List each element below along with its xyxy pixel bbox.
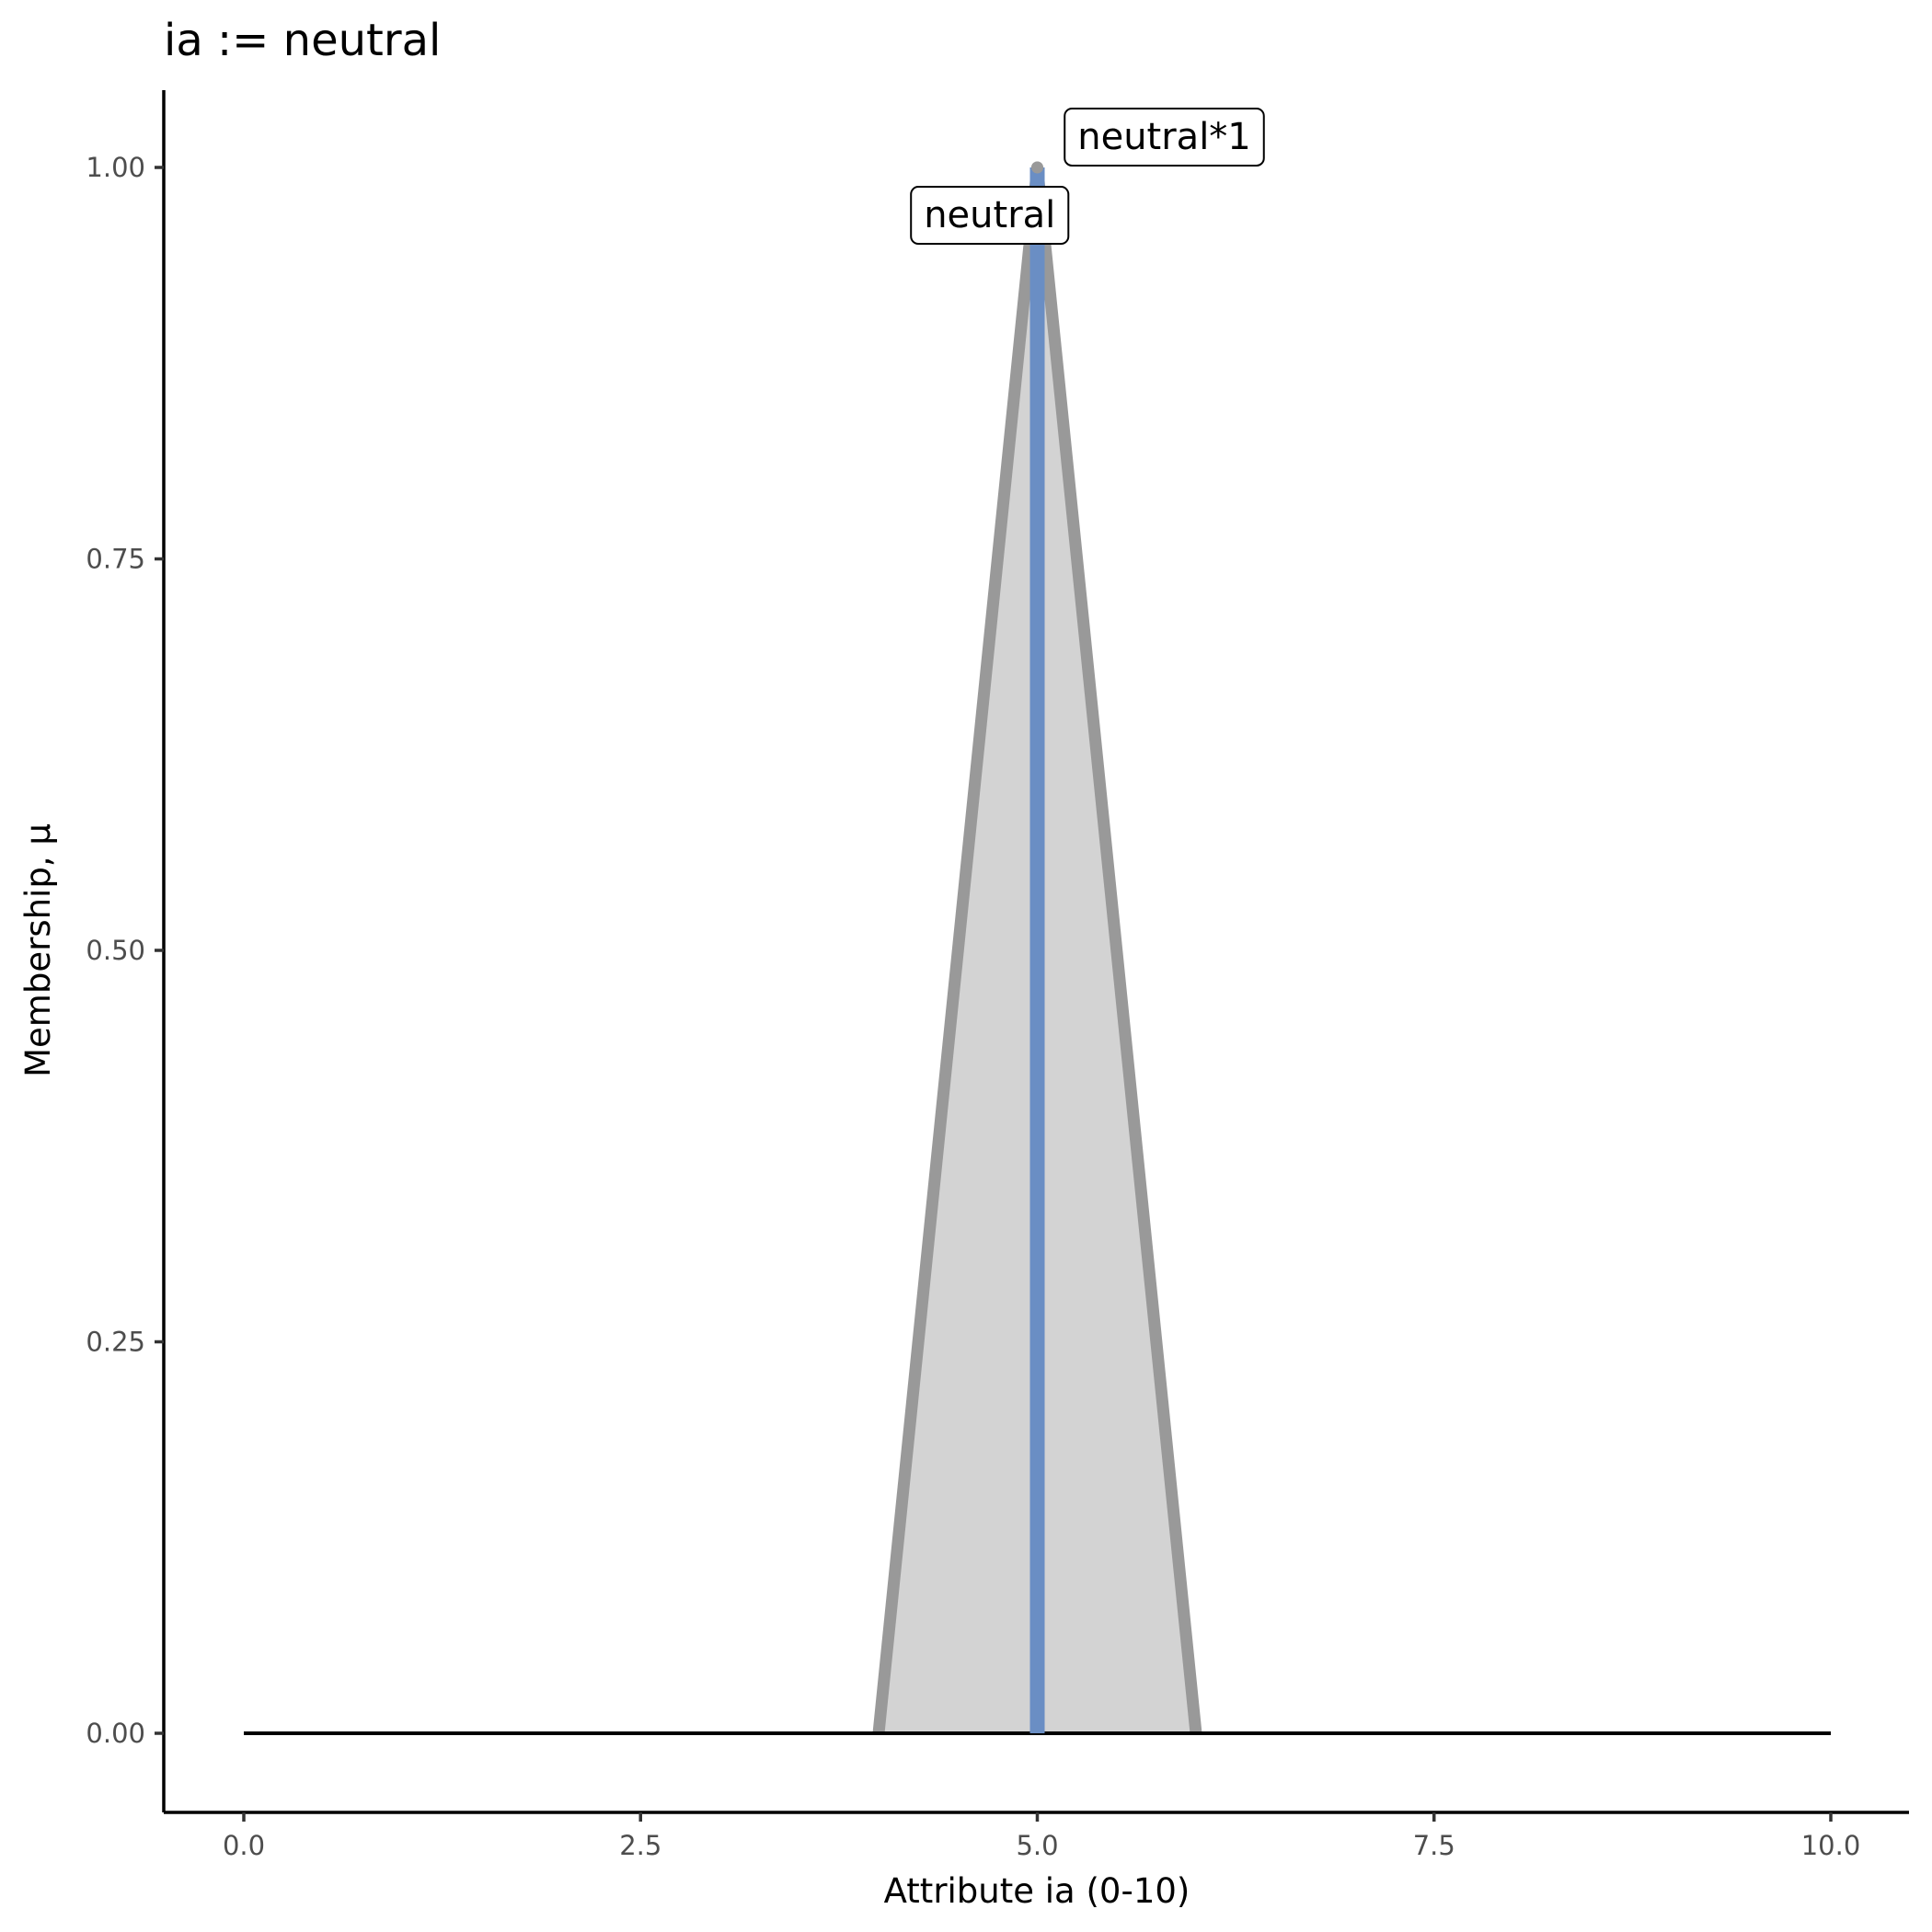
x-axis-title: Attribute ia (0-10)	[884, 1871, 1190, 1911]
annotation-text: neutral*1	[1077, 116, 1251, 158]
x-tick-label: 5.0	[1016, 1830, 1058, 1861]
x-tick-label: 7.5	[1413, 1830, 1455, 1861]
y-tick-label: 0.75	[86, 544, 145, 575]
annotation-label: neutral	[910, 186, 1070, 246]
y-tick-label: 0.25	[86, 1327, 145, 1358]
x-tick-label: 10.0	[1801, 1830, 1861, 1861]
x-tick-label: 0.0	[223, 1830, 265, 1861]
annotation-box	[1064, 107, 1265, 167]
y-axis-title: Membership, μ	[18, 823, 58, 1077]
annotation-text: neutral	[924, 194, 1055, 236]
annotation-label: neutral*1	[1064, 107, 1265, 167]
y-tick-label: 0.50	[86, 935, 145, 966]
x-tick-label: 2.5	[619, 1830, 661, 1861]
y-tick-label: 1.00	[86, 152, 145, 183]
peak-cap	[1031, 161, 1043, 174]
annotation-box	[910, 186, 1070, 246]
chart-title: ia := neutral	[164, 15, 441, 66]
y-tick-label: 0.00	[86, 1718, 145, 1749]
